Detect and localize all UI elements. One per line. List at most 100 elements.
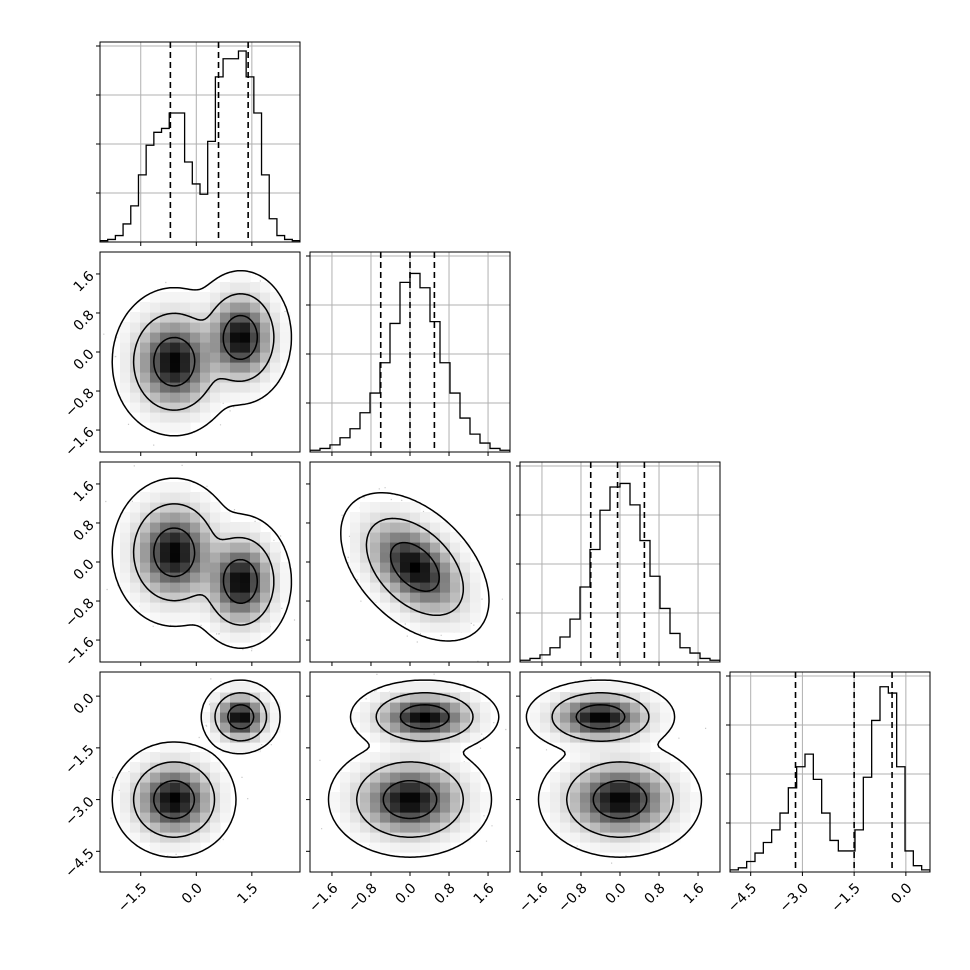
density-bin <box>660 702 671 713</box>
density-bin <box>220 612 231 623</box>
density-bin <box>420 522 431 533</box>
density-bin <box>440 572 451 583</box>
density-bin <box>180 512 191 523</box>
density-bin <box>210 582 221 593</box>
y-tick-label: −1.6 <box>62 634 97 669</box>
density-bin <box>460 812 471 823</box>
density-bin <box>120 352 131 363</box>
density-bin <box>220 312 231 323</box>
density-bin <box>200 762 211 773</box>
density-bin <box>350 712 361 723</box>
density-bin <box>250 522 261 533</box>
density-bin <box>670 772 681 783</box>
density-bin <box>640 732 651 743</box>
density-bin <box>400 842 411 853</box>
density-bin <box>250 702 261 713</box>
density-bin <box>590 832 601 843</box>
density-bin <box>410 732 421 743</box>
axes-frame <box>99 671 301 873</box>
density-bin <box>540 802 551 813</box>
density-bin <box>250 742 261 753</box>
density-bin <box>610 802 621 813</box>
density-bin <box>240 692 251 703</box>
density-bin <box>650 812 661 823</box>
density-bin <box>560 802 571 813</box>
density-bin <box>170 492 181 503</box>
density-bin <box>160 392 171 403</box>
density-bin <box>480 792 491 803</box>
density-bin <box>650 692 661 703</box>
density-bin <box>400 562 411 573</box>
density-bin <box>430 802 441 813</box>
density-bin <box>450 622 461 633</box>
density-bin <box>240 312 251 323</box>
density-bin <box>240 712 251 723</box>
density-bin <box>540 712 551 723</box>
density-bin <box>230 592 241 603</box>
density-bin <box>410 592 421 603</box>
density-bin <box>380 752 391 763</box>
scatter-panel-2-0 <box>96 461 301 666</box>
density-bin <box>150 292 161 303</box>
density-bin <box>420 622 431 633</box>
density-bin <box>160 752 171 763</box>
density-bin <box>270 352 281 363</box>
density-bin <box>670 782 681 793</box>
density-bin <box>150 582 161 593</box>
density-bin <box>600 752 611 763</box>
contour-line-1 <box>355 692 474 838</box>
contour-line-0 <box>575 704 648 820</box>
density-bin <box>610 752 621 763</box>
density-bin <box>260 332 271 343</box>
density-bin <box>150 492 161 503</box>
density-bin <box>380 542 391 553</box>
density-bin <box>400 682 411 693</box>
density-bin <box>360 582 371 593</box>
density-bin <box>170 612 181 623</box>
density-bin <box>420 612 431 623</box>
hist-series-3 <box>730 686 930 872</box>
density-bin <box>260 372 271 383</box>
density-bin <box>400 782 411 793</box>
density-bin <box>620 692 631 703</box>
density-bin <box>570 692 581 703</box>
density-bin <box>240 562 251 573</box>
density-bin <box>270 322 281 333</box>
density-bin <box>430 742 441 753</box>
density-bin <box>160 362 171 373</box>
density-bin <box>220 522 231 533</box>
density-bin <box>660 802 671 813</box>
density-bin <box>250 302 261 313</box>
density-bin <box>190 502 201 513</box>
density-bin <box>420 702 431 713</box>
density-bin <box>570 752 581 763</box>
density-bin <box>560 792 571 803</box>
density-bin <box>160 592 171 603</box>
density-bin <box>390 542 401 553</box>
density-bin <box>220 792 231 803</box>
density-bin <box>210 792 221 803</box>
density-bin <box>450 732 461 743</box>
density-bin <box>350 822 361 833</box>
density-bin <box>390 532 401 543</box>
density-bin <box>660 822 671 833</box>
density-bin <box>380 572 391 583</box>
density-bin <box>240 732 251 743</box>
density-bin <box>420 772 431 783</box>
density-bin <box>170 292 181 303</box>
density-bin <box>590 822 601 833</box>
density-bin <box>630 802 641 813</box>
density-bin <box>570 742 581 753</box>
density-bin <box>420 532 431 543</box>
density-bin <box>590 712 601 723</box>
density-bin <box>150 412 161 423</box>
density-bin <box>200 782 211 793</box>
density-bin <box>180 532 191 543</box>
density-bin <box>430 602 441 613</box>
density-bin <box>390 602 401 613</box>
density-bin <box>160 332 171 343</box>
density-bin <box>180 412 191 423</box>
density-bin <box>350 812 361 823</box>
density-bin <box>150 812 161 823</box>
density-bin <box>230 572 241 583</box>
